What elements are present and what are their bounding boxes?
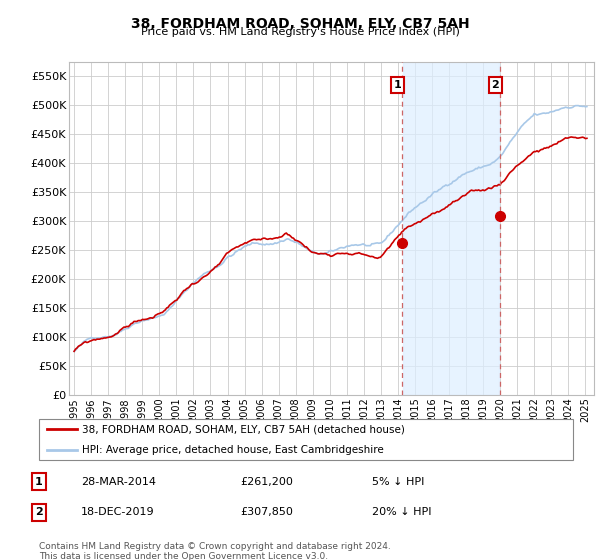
Text: Contains HM Land Registry data © Crown copyright and database right 2024.
This d: Contains HM Land Registry data © Crown c… bbox=[39, 542, 391, 560]
Text: 28-MAR-2014: 28-MAR-2014 bbox=[81, 477, 156, 487]
Text: 38, FORDHAM ROAD, SOHAM, ELY, CB7 5AH: 38, FORDHAM ROAD, SOHAM, ELY, CB7 5AH bbox=[131, 17, 469, 31]
Text: 5% ↓ HPI: 5% ↓ HPI bbox=[372, 477, 424, 487]
Text: 38, FORDHAM ROAD, SOHAM, ELY, CB7 5AH (detached house): 38, FORDHAM ROAD, SOHAM, ELY, CB7 5AH (d… bbox=[82, 424, 405, 435]
Text: 1: 1 bbox=[394, 80, 401, 90]
Text: £307,850: £307,850 bbox=[240, 507, 293, 517]
Text: HPI: Average price, detached house, East Cambridgeshire: HPI: Average price, detached house, East… bbox=[82, 445, 383, 455]
Text: Price paid vs. HM Land Registry's House Price Index (HPI): Price paid vs. HM Land Registry's House … bbox=[140, 27, 460, 37]
Text: 1: 1 bbox=[35, 477, 43, 487]
Text: 2: 2 bbox=[491, 80, 499, 90]
Text: 20% ↓ HPI: 20% ↓ HPI bbox=[372, 507, 431, 517]
Text: 2: 2 bbox=[35, 507, 43, 517]
FancyBboxPatch shape bbox=[39, 419, 574, 460]
Text: £261,200: £261,200 bbox=[240, 477, 293, 487]
Text: 18-DEC-2019: 18-DEC-2019 bbox=[81, 507, 155, 517]
